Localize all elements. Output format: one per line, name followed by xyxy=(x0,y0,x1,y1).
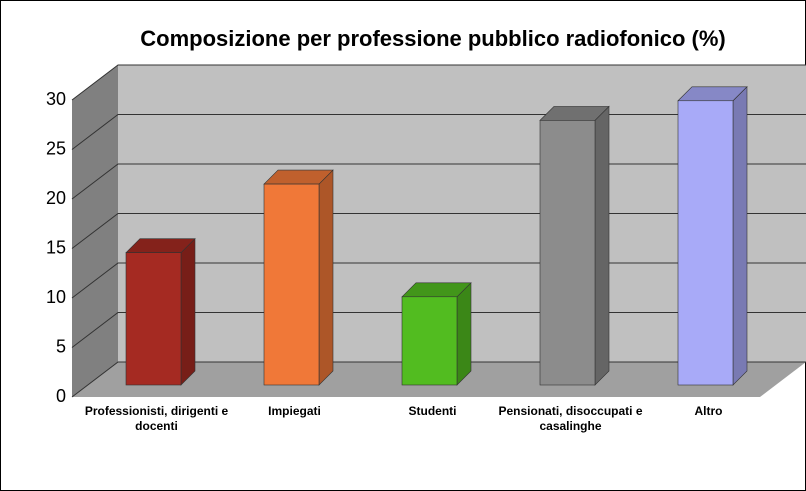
bar-side xyxy=(180,237,196,386)
grid-line xyxy=(71,64,806,101)
bar xyxy=(263,183,320,386)
chart-title: Composizione per professione pubblico ra… xyxy=(140,26,725,51)
bar xyxy=(539,120,596,386)
bar xyxy=(677,100,734,386)
x-tick-label: Studenti xyxy=(408,404,457,418)
bar-side xyxy=(318,169,334,386)
bar-side xyxy=(456,282,472,386)
x-tick-label: Pensionati, disoccupati e casalinghe xyxy=(498,404,643,433)
y-tick-label: 30 xyxy=(46,89,66,109)
x-tick-label: Professionisti, dirigenti e docenti xyxy=(84,404,229,433)
y-tick-label: 20 xyxy=(46,188,66,208)
x-tick-label: Impiegati xyxy=(268,404,321,418)
bar xyxy=(401,296,458,386)
y-tick-label: 10 xyxy=(46,287,66,307)
y-tick-label: 25 xyxy=(46,138,66,158)
y-tick-label: 0 xyxy=(56,386,66,406)
bar xyxy=(125,252,182,386)
bars xyxy=(125,86,748,386)
bar-side xyxy=(594,105,610,386)
bar-side xyxy=(732,86,748,386)
x-tick-label: Altro xyxy=(694,404,723,418)
y-tick-label: 5 xyxy=(56,336,66,356)
y-tick-label: 15 xyxy=(46,237,66,257)
